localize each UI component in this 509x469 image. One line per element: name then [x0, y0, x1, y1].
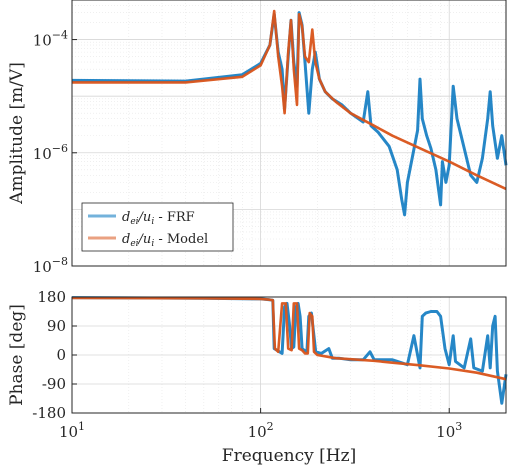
phase-y-tick-label: 0 [56, 346, 66, 364]
amplitude-series-model [72, 9, 507, 191]
legend-entry-model: dei/ui - Model [122, 232, 208, 249]
amplitude-y-tick-label: 10−6 [33, 142, 68, 163]
phase-series-model [71, 296, 507, 381]
phase-y-tick-label: 180 [37, 288, 66, 306]
amplitude-y-label: Amplitude [m/V] [7, 62, 27, 205]
frequency-x-label: Frequency [Hz] [222, 446, 356, 466]
phase-y-tick-label: -180 [32, 404, 66, 422]
legend: dei/ui - FRF dei/ui - Model [81, 202, 234, 252]
phase-x-tick-label: 103 [436, 420, 462, 441]
phase-axes: -180 -90 0 90 180 101 102 103 Phase [deg] Frequ… [7, 288, 508, 466]
phase-y-label: Phase [deg] [7, 304, 27, 406]
phase-x-tick-label: 102 [248, 420, 274, 441]
phase-y-tick-label: 90 [47, 317, 66, 335]
legend-box [81, 202, 234, 252]
legend-entry-frf: dei/ui - FRF [122, 210, 195, 227]
amplitude-y-tick-label: 10−4 [33, 29, 68, 50]
amplitude-y-tick-label: 10−8 [33, 255, 68, 276]
phase-x-tick-label: 101 [59, 420, 85, 441]
amplitude-axes: 10−8 10−6 10−4 Amplitude [m/V] dei/ui - FR… [7, 0, 508, 276]
amplitude-ticks: 10−8 10−6 10−4 [33, 29, 77, 276]
amplitude-series [71, 9, 508, 217]
phase-ticks: -180 -90 0 90 180 101 102 103 [32, 288, 462, 441]
phase-series [71, 296, 508, 405]
amplitude-frame [71, 0, 507, 267]
phase-y-tick-label: -90 [42, 375, 66, 393]
